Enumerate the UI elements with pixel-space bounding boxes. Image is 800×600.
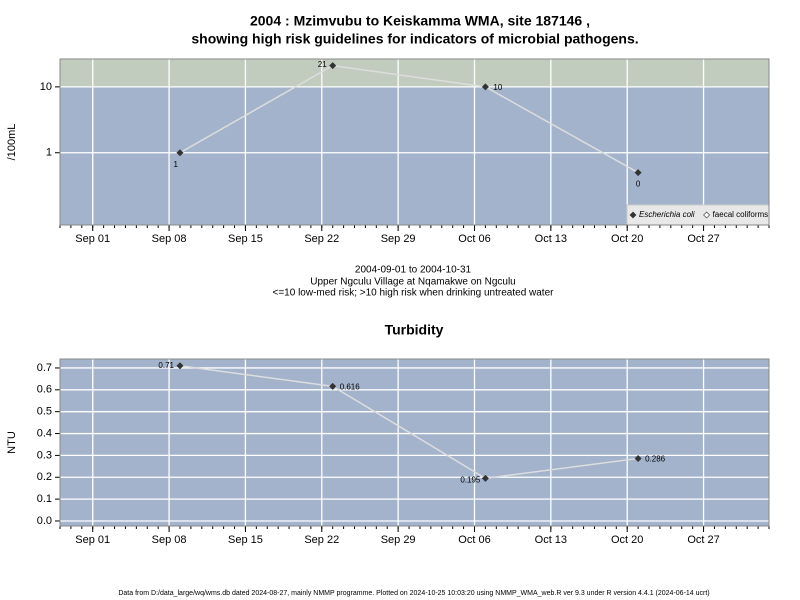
data-label: 0.195	[460, 475, 481, 484]
y-tick-label: 10	[40, 81, 52, 93]
chart-title: 2004 : Mzimvubu to Keiskamma WMA, site 1…	[250, 13, 590, 29]
y-tick-label: 0.7	[37, 362, 52, 374]
data-point	[176, 362, 184, 370]
data-label: 0.616	[340, 382, 361, 391]
y-tick-label: 0.1	[37, 493, 52, 505]
y-tick-label: 0.4	[37, 427, 52, 439]
x-tick-label: Sep 15	[228, 233, 263, 245]
legend-label: faecal coliforms	[713, 210, 769, 219]
data-label: 21	[318, 60, 327, 69]
data-label: 0.286	[645, 455, 666, 464]
data-point	[634, 454, 642, 462]
x-tick-label: Oct 13	[535, 233, 567, 245]
x-tick-label: Sep 22	[304, 233, 339, 245]
series-line	[179, 64, 639, 174]
chart-subtitle: showing high risk guidelines for indicat…	[191, 31, 638, 47]
x-tick-label: Oct 06	[458, 233, 490, 245]
note: Upper Ngculu Village at Nqamakwe on Ngcu…	[310, 277, 515, 288]
x-tick-label: Oct 20	[611, 233, 643, 245]
x-tick-label: Oct 06	[458, 534, 490, 546]
x-tick-label: Oct 20	[611, 534, 643, 546]
plot-frame	[59, 358, 770, 527]
data-label: 1	[174, 160, 179, 169]
legend-symbol	[703, 211, 711, 219]
high-risk-band	[60, 59, 769, 87]
y-tick-label: 0.2	[37, 471, 52, 483]
legend-label: Escherichia coli	[639, 210, 695, 219]
footer: Data from D:/data_large/wq/wms.db dated …	[118, 590, 709, 597]
x-tick-label: Sep 29	[381, 233, 416, 245]
note: <=10 low-med risk; >10 high risk when dr…	[273, 288, 555, 299]
x-tick-label: Sep 01	[75, 534, 110, 546]
y-axis-label: NTU	[6, 431, 18, 454]
data-point	[329, 382, 337, 390]
y-axis-label: /100mL	[6, 124, 18, 161]
y-tick-label: 0.3	[37, 449, 52, 461]
x-tick-label: Sep 01	[75, 233, 110, 245]
data-point	[481, 83, 489, 91]
x-tick-label: Sep 08	[152, 233, 187, 245]
data-point	[329, 62, 337, 70]
plot-background	[60, 359, 769, 526]
data-label: 0	[636, 180, 641, 189]
x-tick-label: Oct 13	[535, 534, 567, 546]
plot-frame	[59, 58, 770, 226]
data-point	[634, 169, 642, 177]
y-tick-label: 0.0	[37, 515, 52, 527]
data-point	[176, 149, 184, 157]
x-tick-label: Oct 27	[687, 233, 719, 245]
y-tick-label: 0.6	[37, 384, 52, 396]
chart-title: Turbidity	[385, 322, 444, 338]
data-label: 0.71	[158, 361, 174, 370]
y-tick-label: 1	[46, 147, 52, 159]
data-label: 10	[493, 83, 502, 92]
data-point	[481, 474, 489, 482]
legend-symbol	[629, 211, 637, 219]
x-tick-label: Sep 29	[381, 534, 416, 546]
x-tick-label: Sep 22	[304, 534, 339, 546]
x-tick-label: Sep 15	[228, 534, 263, 546]
x-tick-label: Oct 27	[687, 534, 719, 546]
y-tick-label: 0.5	[37, 406, 52, 418]
note: 2004-09-01 to 2004-10-31	[355, 265, 472, 276]
series-line	[179, 365, 639, 480]
x-tick-label: Sep 08	[152, 534, 187, 546]
